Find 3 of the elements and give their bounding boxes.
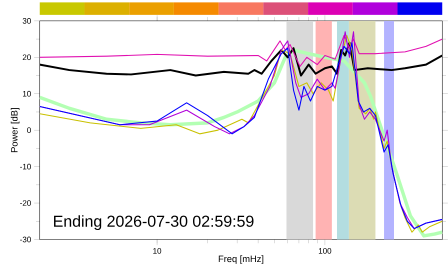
- y-axis-title: Power [dB]: [10, 108, 20, 152]
- x-axis-title: Freq [mHz]: [218, 255, 264, 264]
- annotation: Ending 2026-07-30 02:59:59: [54, 215, 254, 230]
